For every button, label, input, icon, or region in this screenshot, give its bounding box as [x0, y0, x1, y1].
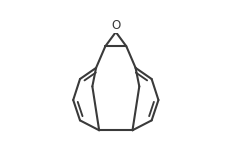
- Text: O: O: [111, 19, 120, 32]
